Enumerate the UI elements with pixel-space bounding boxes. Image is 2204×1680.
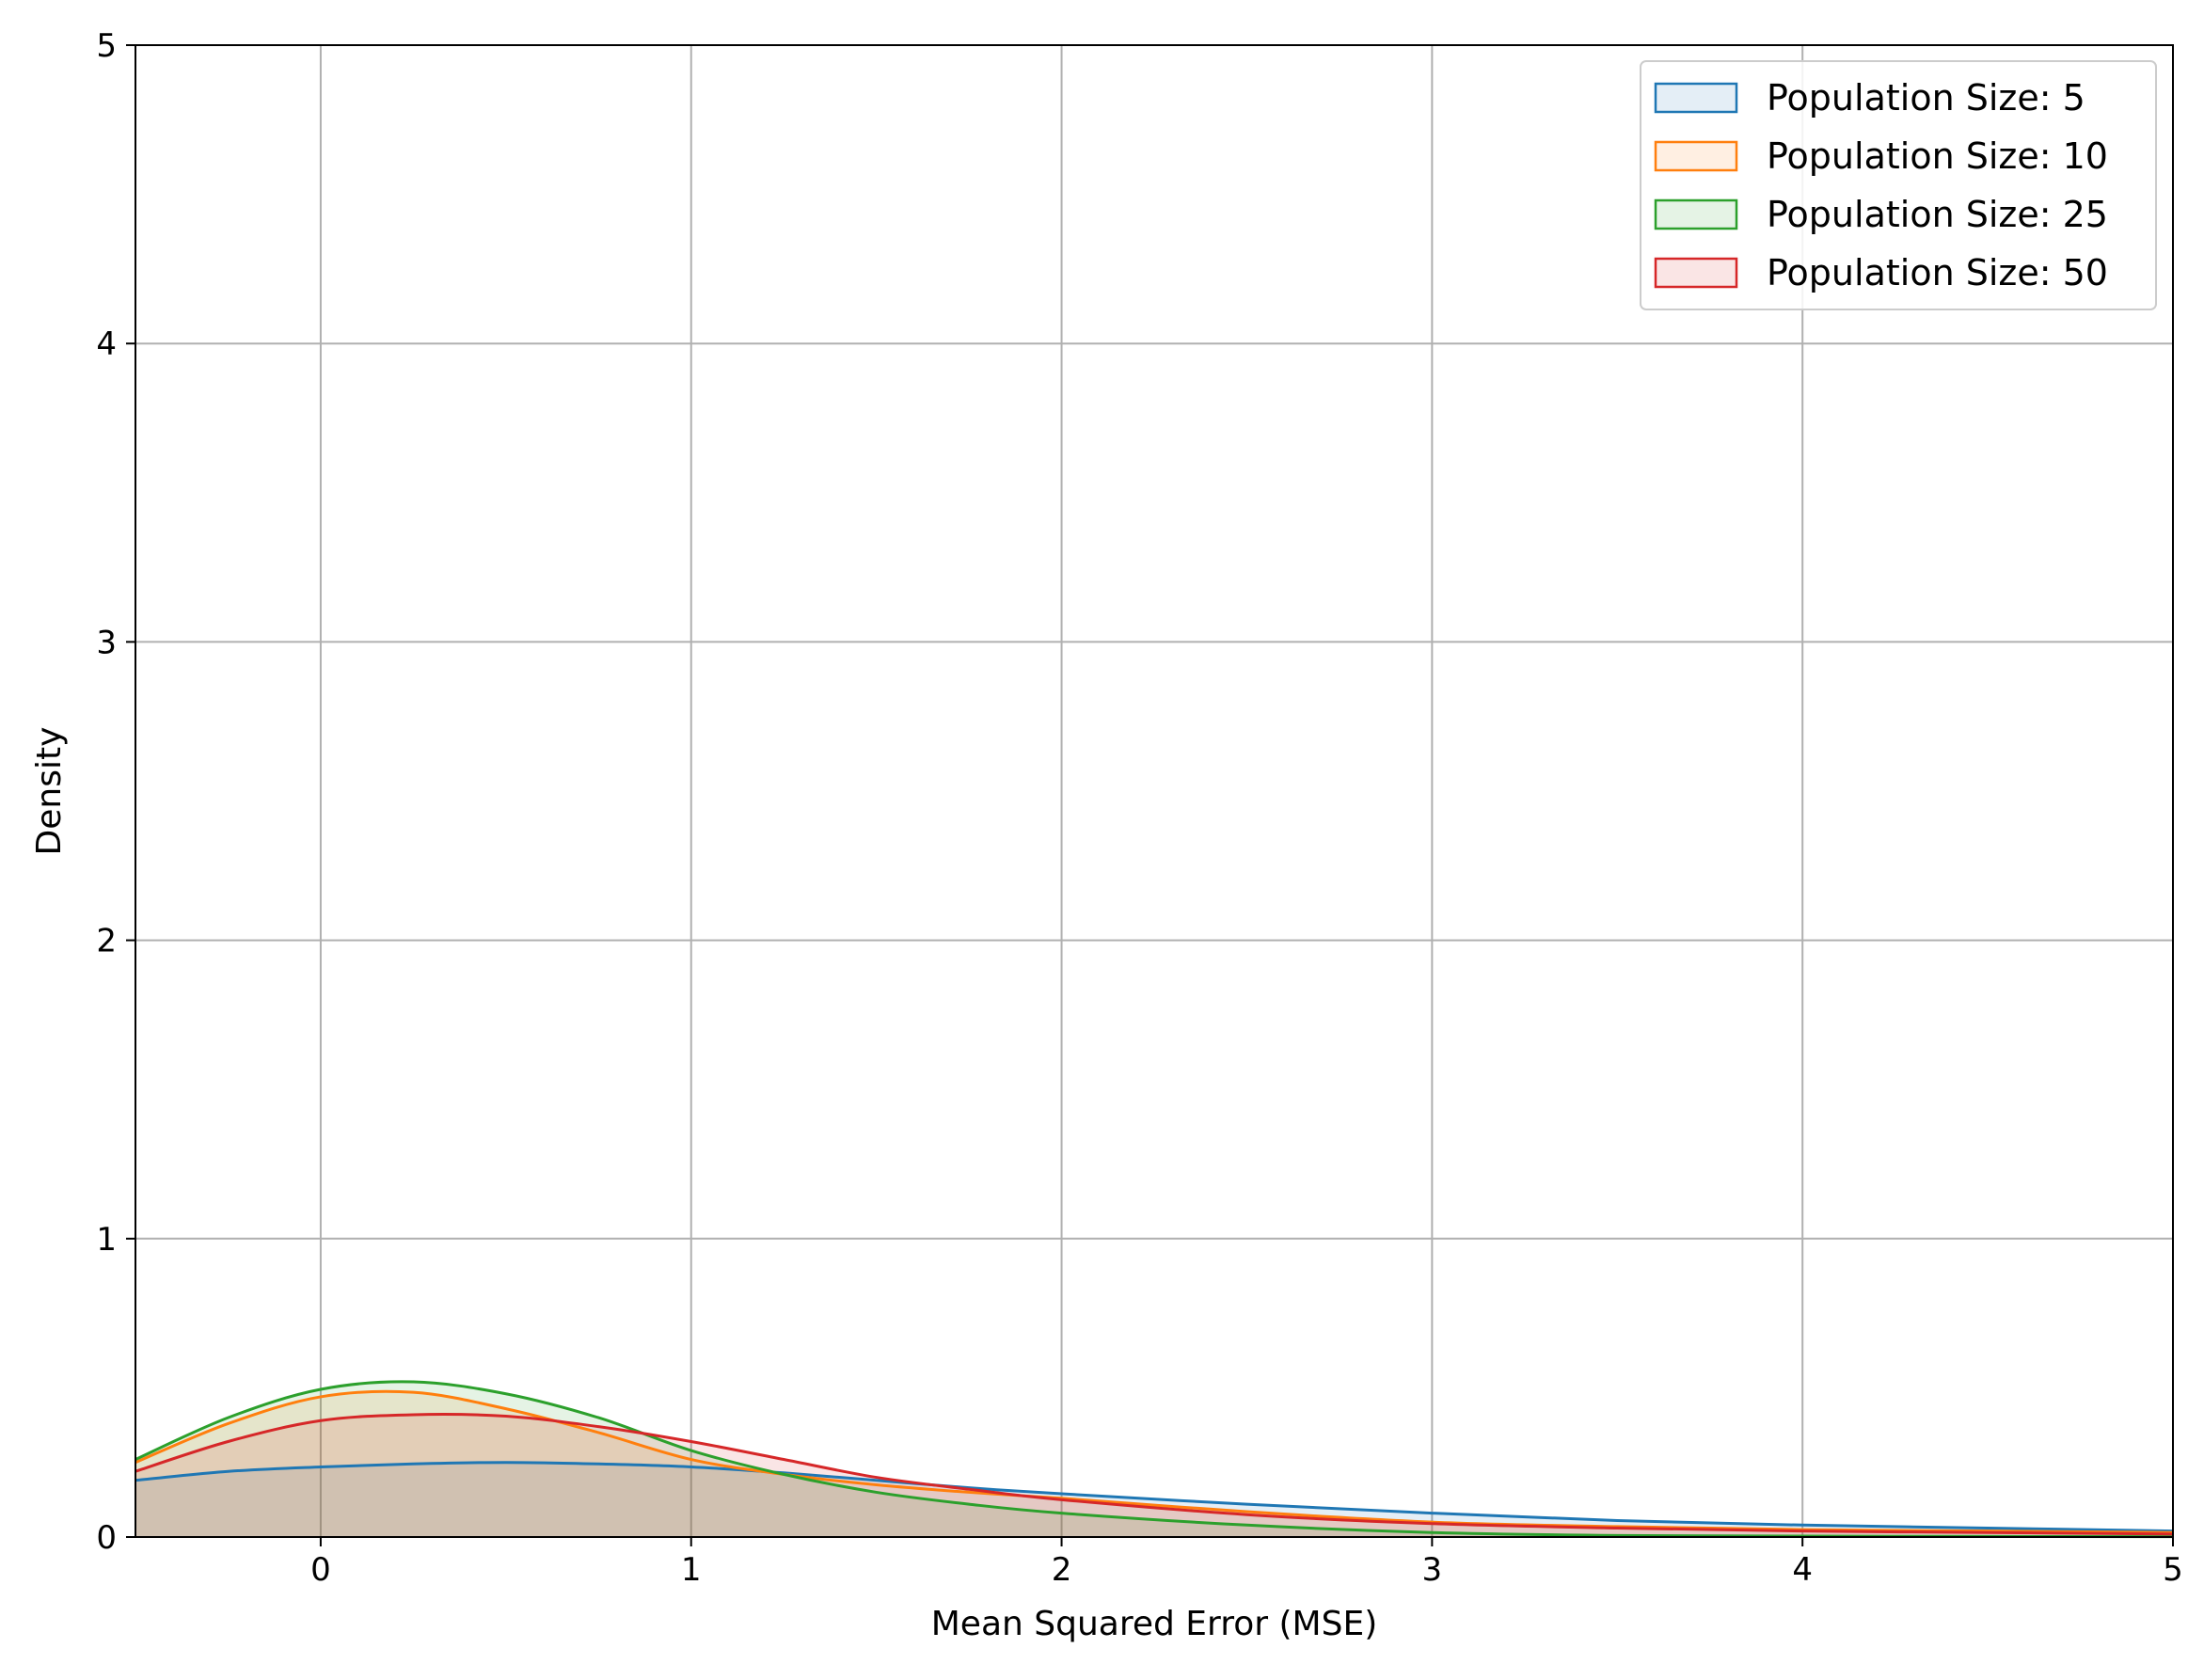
series-line-2 (135, 1380, 2174, 1539)
y-tick-label-0: 0 (96, 1519, 117, 1557)
legend-swatch-0 (1654, 82, 1738, 114)
legend-label-0: Population Size: 5 (1767, 77, 2085, 119)
x-tick-label-0: 0 (310, 1551, 331, 1589)
y-tick-label-5: 5 (96, 27, 117, 65)
y-tick-label-4: 4 (96, 325, 117, 363)
series-line-0 (135, 1461, 2174, 1533)
legend-label-2: Population Size: 25 (1767, 194, 2108, 235)
x-tick-label-5: 5 (2163, 1551, 2183, 1589)
legend-swatch-3 (1654, 257, 1738, 289)
y-axis-ticks: 0 1 2 3 4 5 (96, 27, 135, 1557)
y-axis-label: Density (30, 727, 69, 856)
grid (135, 44, 2174, 1538)
x-tick-label-2: 2 (1052, 1551, 1072, 1589)
legend-label-3: Population Size: 50 (1767, 252, 2108, 293)
series-lines (135, 1380, 2174, 1539)
legend-label-1: Population Size: 10 (1767, 135, 2108, 177)
legend: Population Size: 5 Population Size: 10 Pop… (1640, 60, 2157, 310)
series-line-3 (135, 1413, 2174, 1536)
legend-swatch-1 (1654, 140, 1738, 172)
plot-frame (135, 44, 2174, 1538)
series-area-1 (135, 1391, 2173, 1537)
x-tick-label-3: 3 (1422, 1551, 1443, 1589)
y-tick-label-1: 1 (96, 1221, 117, 1259)
legend-box (1640, 60, 2157, 310)
y-tick-label-3: 3 (96, 624, 117, 661)
legend-swatch-2 (1654, 198, 1738, 230)
x-tick-label-4: 4 (1792, 1551, 1813, 1589)
x-tick-label-1: 1 (681, 1551, 702, 1589)
y-tick-label-2: 2 (96, 923, 117, 960)
x-axis-ticks: 0 1 2 3 4 5 (310, 1537, 2183, 1589)
series-area-2 (135, 1381, 2173, 1537)
x-axis-label: Mean Squared Error (MSE) (931, 1605, 1378, 1643)
series-area-3 (135, 1414, 2173, 1537)
